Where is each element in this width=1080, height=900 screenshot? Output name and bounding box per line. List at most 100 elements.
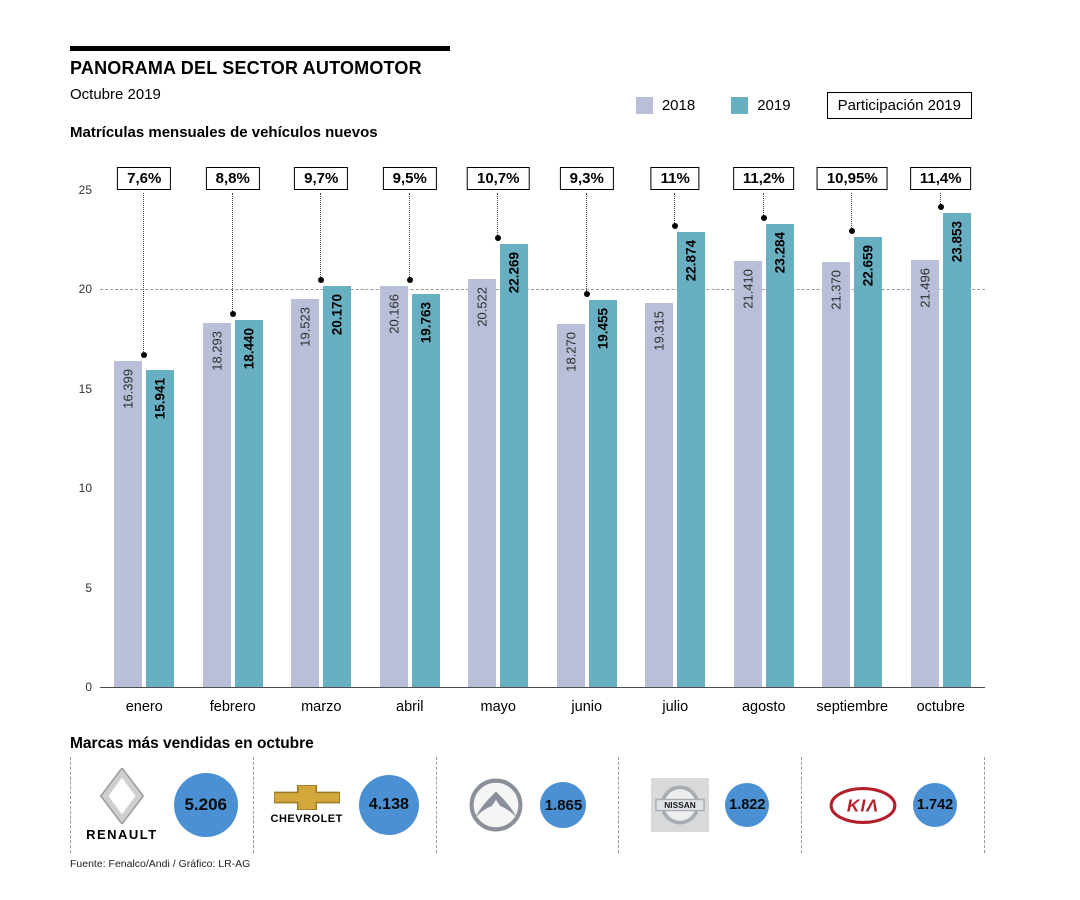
participation-callout-enero: 7,6%	[117, 167, 172, 190]
x-axis-label-julio: julio	[662, 699, 689, 715]
bar-2019-octubre: 23.853	[942, 213, 971, 687]
bar-2018-mayo: 20.522	[468, 279, 497, 687]
legend-item-2019: 2019	[731, 97, 791, 114]
callout-dot-marzo	[318, 277, 325, 283]
bar-2019-abril: 19.763	[411, 294, 440, 687]
nissan-wordmark: NISSAN	[665, 800, 696, 810]
mazda-logo	[468, 777, 524, 833]
y-axis-tick-20: 20	[78, 282, 92, 297]
bar-value-2018-marzo: 19.523	[297, 307, 313, 347]
callout-dot-febrero	[229, 311, 236, 317]
legend-swatch-2018	[635, 97, 653, 114]
legend-item-2018: 2018	[635, 97, 696, 114]
chevrolet-wordmark: CHEVROLET	[270, 813, 343, 825]
x-axis-label-marzo: marzo	[301, 699, 342, 715]
bar-2018-agosto: 21.410	[733, 261, 762, 687]
chevrolet-sales-badge: 4.138	[358, 775, 419, 835]
bar-2019-enero: 15.941	[146, 370, 175, 687]
participation-callout-abril: 9,5%	[382, 167, 437, 190]
bar-value-2018-mayo: 20.522	[474, 287, 490, 327]
bar-value-2018-julio: 19.315	[651, 311, 667, 351]
mazda-sales-badge: 1.865	[540, 782, 587, 828]
brand-cell-kia: KIΛ 1.742	[801, 757, 984, 853]
bar-value-2018-enero: 16.399	[120, 369, 136, 409]
bar-value-2019-septiembre: 22.659	[860, 245, 876, 287]
bar-value-2019-agosto: 23.284	[772, 232, 788, 274]
nissan-emblem-icon: NISSAN	[655, 785, 706, 825]
participation-callout-octubre: 11,4%	[909, 167, 972, 190]
bar-value-2019-marzo: 20.170	[329, 294, 345, 336]
callout-leader-line-febrero	[231, 193, 233, 311]
x-axis-baseline	[100, 687, 985, 688]
bar-2019-julio: 22.874	[677, 232, 706, 687]
y-axis-tick-0: 0	[85, 680, 92, 694]
renault-diamond-icon	[99, 768, 144, 824]
callout-dot-septiembre	[849, 228, 856, 234]
participation-callout-marzo: 9,7%	[294, 167, 349, 190]
chart-legend: 2018 2019 Participación 2019	[635, 92, 972, 119]
bar-value-2018-febrero: 18.293	[209, 331, 225, 371]
bar-value-2018-abril: 20.166	[386, 294, 402, 334]
callout-leader-line-julio	[674, 193, 676, 223]
callout-dot-junio	[583, 291, 590, 297]
legend-label-2019: 2019	[757, 97, 791, 114]
bar-value-2019-mayo: 22.269	[506, 252, 522, 294]
participation-callout-febrero: 8,8%	[205, 167, 260, 190]
participation-callout-junio: 9,3%	[559, 167, 614, 190]
brand-cell-renault: RENAULT 5.206	[70, 757, 253, 853]
callout-leader-line-septiembre	[851, 193, 853, 228]
brands-row: RENAULT 5.206 CHEVROLET 4.138 1.865	[70, 757, 985, 853]
callout-dot-agosto	[760, 215, 767, 221]
x-axis-label-agosto: agosto	[741, 699, 786, 715]
bar-value-2018-septiembre: 21.370	[828, 270, 844, 310]
legend-label-2018: 2018	[661, 97, 696, 114]
bar-2019-marzo: 20.170	[323, 286, 352, 687]
bar-2018-octubre: 21.496	[910, 260, 939, 687]
nissan-logo: NISSAN	[651, 778, 710, 832]
x-axis-label-abril: abril	[396, 699, 424, 715]
bar-value-2019-febrero: 18.440	[241, 328, 257, 370]
mazda-wing-icon	[470, 778, 523, 832]
participation-callout-agosto: 11,2%	[732, 167, 795, 190]
kia-oval-icon: KIΛ	[829, 786, 897, 824]
bar-value-2019-abril: 19.763	[418, 302, 434, 344]
legend-swatch-2019	[731, 97, 749, 114]
renault-wordmark: RENAULT	[86, 827, 158, 842]
bar-2018-febrero: 18.293	[202, 323, 231, 687]
bar-2019-agosto: 23.284	[765, 224, 794, 687]
kia-logo: KIΛ	[829, 786, 897, 824]
callout-leader-line-abril	[408, 193, 410, 277]
bar-2019-mayo: 22.269	[500, 244, 529, 687]
chevrolet-bowtie-icon	[273, 785, 340, 810]
bar-value-2019-octubre: 23.853	[949, 221, 965, 263]
page-title: PANORAMA DEL SECTOR AUTOMOTOR	[70, 58, 422, 78]
bar-2019-junio: 19.455	[588, 300, 617, 687]
x-axis-label-mayo: mayo	[480, 699, 516, 715]
participation-callout-septiembre: 10,95%	[816, 167, 888, 190]
kia-sales-badge: 1.742	[913, 783, 958, 827]
callout-leader-line-octubre	[939, 193, 941, 204]
nissan-sales-badge: 1.822	[725, 783, 770, 827]
bar-value-2019-junio: 19.455	[595, 308, 611, 350]
brands-section-title: Marcas más vendidas en octubre	[70, 735, 314, 752]
callout-dot-mayo	[495, 235, 502, 241]
participation-callout-julio: 11%	[650, 167, 700, 190]
dashed-gridline-20	[100, 289, 985, 291]
x-axis-label-enero: enero	[125, 699, 163, 715]
callout-leader-line-junio	[585, 193, 587, 291]
bar-value-2019-julio: 22.874	[683, 240, 699, 282]
callout-leader-line-enero	[143, 193, 145, 352]
source-credit: Fuente: Fenalco/Andi / Gráfico: LR-AG	[70, 858, 251, 870]
callout-dot-abril	[406, 277, 413, 283]
brand-cell-nissan: NISSAN 1.822	[618, 757, 801, 853]
bar-2018-julio: 19.315	[645, 303, 674, 687]
bar-2019-febrero: 18.440	[234, 320, 263, 687]
callout-dot-julio	[672, 223, 679, 229]
subtitle-date: Octubre 2019	[70, 86, 161, 103]
chevrolet-logo: CHEVROLET	[271, 785, 343, 825]
callout-dot-octubre	[937, 204, 944, 210]
title-rule	[70, 46, 450, 51]
bar-2018-marzo: 19.523	[291, 299, 320, 687]
renault-sales-badge: 5.206	[173, 773, 238, 837]
